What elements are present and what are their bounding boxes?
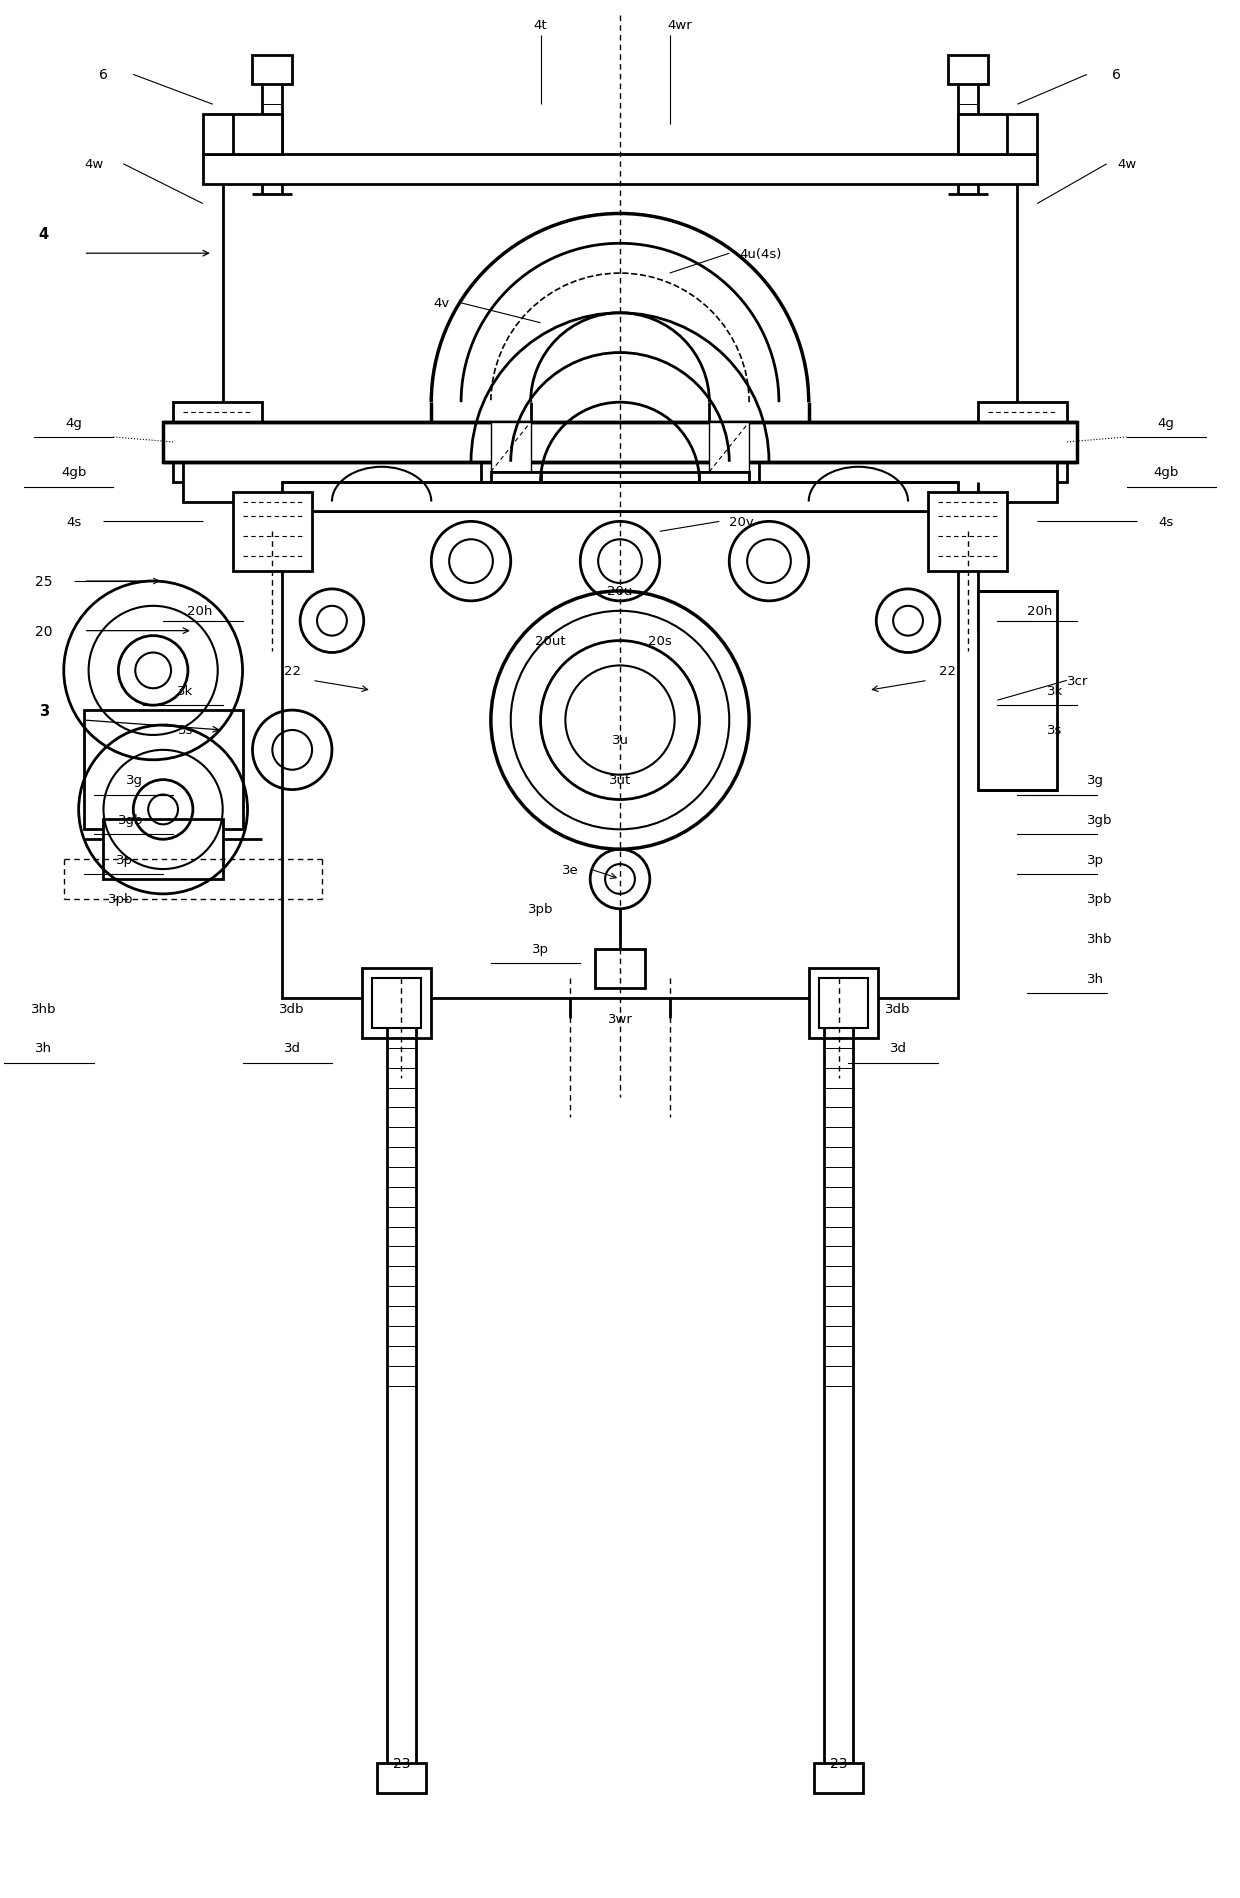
Text: 3: 3 <box>38 704 48 717</box>
Bar <box>203 156 1037 184</box>
Text: 20h: 20h <box>1027 605 1053 619</box>
Text: 3u: 3u <box>611 735 629 748</box>
Text: 3h: 3h <box>1086 972 1104 985</box>
Text: 3g: 3g <box>1086 774 1104 788</box>
Text: 3gb: 3gb <box>118 814 144 826</box>
Text: 3e: 3e <box>562 864 579 877</box>
Bar <box>283 512 957 998</box>
Text: 3d: 3d <box>889 1042 906 1055</box>
Text: 3s: 3s <box>177 725 193 736</box>
Bar <box>928 492 1007 571</box>
Text: 3hb: 3hb <box>31 1002 57 1015</box>
Bar <box>164 423 1076 463</box>
Text: 6: 6 <box>99 68 108 82</box>
Text: 4: 4 <box>38 226 48 241</box>
Text: 4w: 4w <box>84 158 103 171</box>
Bar <box>372 979 422 1029</box>
Bar <box>808 968 878 1038</box>
Text: 3h: 3h <box>36 1042 52 1055</box>
Text: 4s: 4s <box>66 516 82 530</box>
Bar <box>947 55 987 85</box>
Text: 20ut: 20ut <box>536 634 565 647</box>
Text: 3pb: 3pb <box>108 892 133 905</box>
Text: 3cr: 3cr <box>1066 674 1089 687</box>
Text: 3k: 3k <box>176 685 193 697</box>
Text: 4t: 4t <box>533 19 547 32</box>
Bar <box>362 968 432 1038</box>
Bar <box>233 492 312 571</box>
Bar <box>174 402 263 482</box>
Bar <box>491 473 541 512</box>
Text: 3db: 3db <box>279 1002 305 1015</box>
Text: 4wr: 4wr <box>667 19 692 32</box>
Bar <box>103 820 223 879</box>
Text: 4gb: 4gb <box>1153 467 1179 478</box>
Text: 4w: 4w <box>1117 158 1136 171</box>
Text: 4u(4s): 4u(4s) <box>739 247 781 260</box>
Text: 3p: 3p <box>1086 854 1104 865</box>
Bar <box>253 55 293 85</box>
Text: 3s: 3s <box>1047 725 1063 736</box>
Text: 3g: 3g <box>126 774 144 788</box>
Text: 20h: 20h <box>187 605 213 619</box>
Text: 3pb: 3pb <box>1086 892 1112 905</box>
Bar <box>709 423 749 473</box>
Bar <box>759 442 1056 503</box>
Text: 3p: 3p <box>117 854 133 865</box>
Text: 23: 23 <box>393 1756 410 1771</box>
Text: 20u: 20u <box>608 585 632 598</box>
Text: 3gb: 3gb <box>1086 814 1112 826</box>
Bar <box>184 442 481 503</box>
Text: 4s: 4s <box>1158 516 1174 530</box>
Text: 25: 25 <box>35 575 52 588</box>
Bar <box>813 1763 863 1794</box>
Text: 6: 6 <box>1112 68 1121 82</box>
Text: 3db: 3db <box>885 1002 911 1015</box>
Text: 4v: 4v <box>433 298 449 309</box>
Bar <box>377 1763 427 1794</box>
Bar <box>957 116 1037 156</box>
Bar <box>283 482 957 512</box>
Text: 22: 22 <box>939 664 956 678</box>
Bar <box>699 473 749 512</box>
Bar <box>977 592 1056 790</box>
Bar <box>203 116 283 156</box>
Text: 3ut: 3ut <box>609 774 631 788</box>
Bar <box>818 979 868 1029</box>
Text: 4g: 4g <box>66 416 82 429</box>
Text: 20: 20 <box>35 624 52 638</box>
Bar <box>977 402 1066 482</box>
Text: 3pb: 3pb <box>528 903 553 917</box>
Text: 3hb: 3hb <box>1086 932 1112 945</box>
Bar <box>83 710 243 829</box>
Bar <box>491 423 531 473</box>
Text: 3wr: 3wr <box>608 1012 632 1025</box>
Text: 3d: 3d <box>284 1042 301 1055</box>
Text: 22: 22 <box>284 664 301 678</box>
Text: 23: 23 <box>830 1756 847 1771</box>
Text: 3p: 3p <box>532 943 549 955</box>
Text: 20s: 20s <box>647 634 672 647</box>
Bar <box>595 949 645 989</box>
Text: 4gb: 4gb <box>61 467 87 478</box>
Text: 20v: 20v <box>729 516 754 530</box>
Text: 3k: 3k <box>1047 685 1064 697</box>
Text: 4g: 4g <box>1158 416 1174 429</box>
